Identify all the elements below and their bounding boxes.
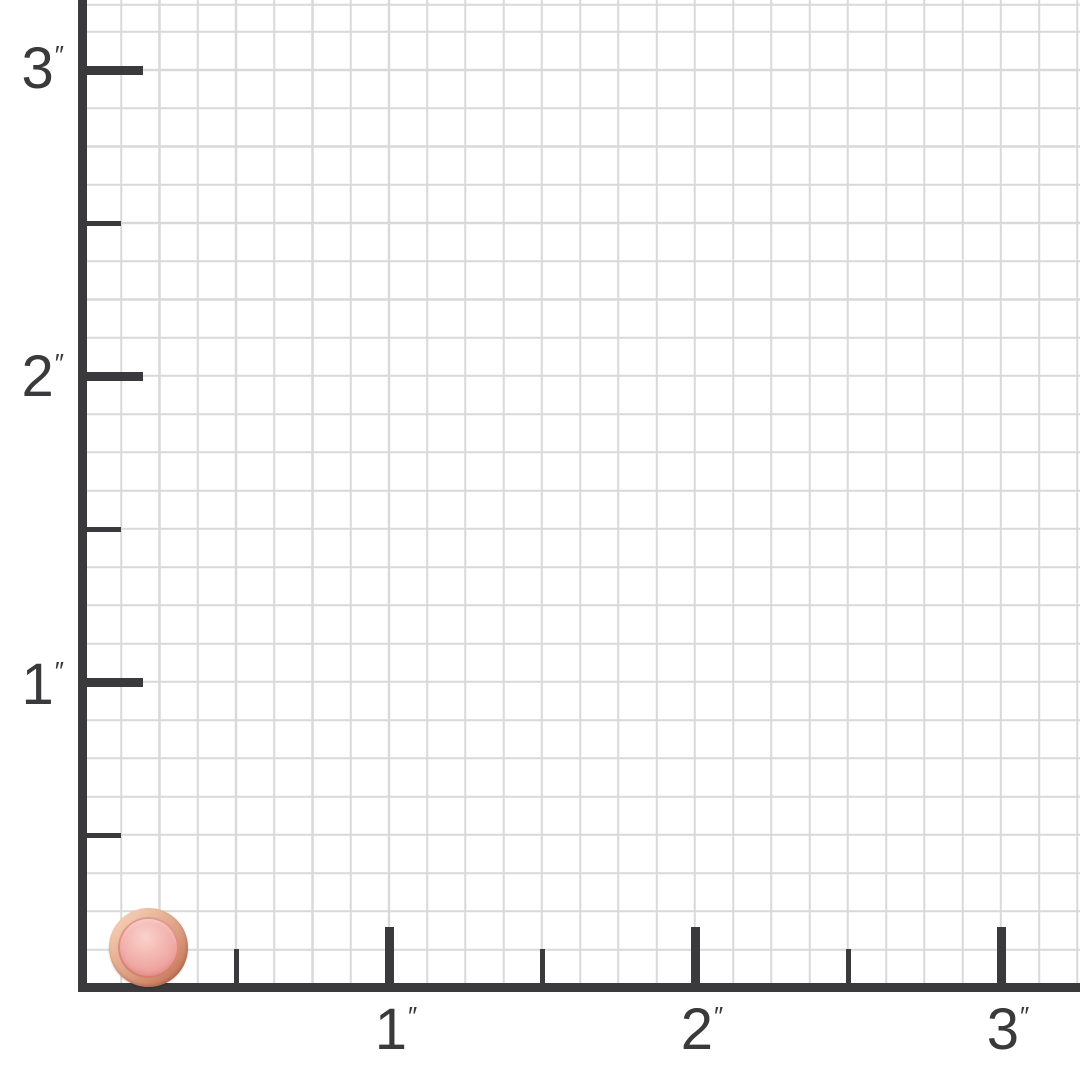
x-axis-minor-tick-1-5in (539, 949, 545, 983)
y-axis-minor-tick-2-5in (87, 220, 121, 226)
y-axis-label-3in: 3″ (0, 39, 64, 109)
x-axis-label-2in: 2″ (681, 1000, 723, 1070)
y-axis-label-2in: 2″ (0, 347, 64, 417)
product-stud (109, 908, 188, 987)
x-axis-tick-3in (996, 927, 1006, 983)
y-axis-label-1in: 1″ (0, 655, 64, 725)
x-axis-tick-2in (690, 927, 700, 983)
graph-paper-grid (87, 0, 1080, 983)
x-axis-tick-1in (384, 927, 394, 983)
y-axis-label-1in-value: 1 (21, 652, 54, 717)
x-axis-label-2in-value: 2 (680, 997, 714, 1062)
y-axis-line (78, 0, 87, 992)
inch-mark: ″ (54, 348, 64, 378)
y-axis-label-3in-value: 3 (21, 36, 54, 101)
x-axis-minor-tick-0-5in (233, 949, 239, 983)
x-axis-label-3in: 3″ (987, 1000, 1029, 1070)
x-axis-label-3in-value: 3 (986, 997, 1020, 1062)
x-axis-label-1in: 1″ (375, 1000, 417, 1070)
inch-mark: ″ (54, 40, 64, 70)
inch-mark: ″ (1020, 1001, 1030, 1031)
y-axis-tick-1in (87, 677, 143, 687)
inch-mark: ″ (54, 656, 64, 686)
x-axis-minor-tick-2-5in (845, 949, 851, 983)
y-axis-minor-tick-1-5in (87, 526, 121, 532)
inch-mark: ″ (714, 1001, 724, 1031)
y-axis-label-2in-value: 2 (21, 344, 54, 409)
stud-gemstone (118, 917, 179, 978)
y-axis-minor-tick-0-5in (87, 832, 121, 838)
x-axis-line (78, 983, 1080, 992)
y-axis-tick-2in (87, 371, 143, 381)
inch-mark: ″ (408, 1001, 418, 1031)
x-axis-label-1in-value: 1 (374, 997, 408, 1062)
y-axis-tick-3in (87, 65, 143, 75)
